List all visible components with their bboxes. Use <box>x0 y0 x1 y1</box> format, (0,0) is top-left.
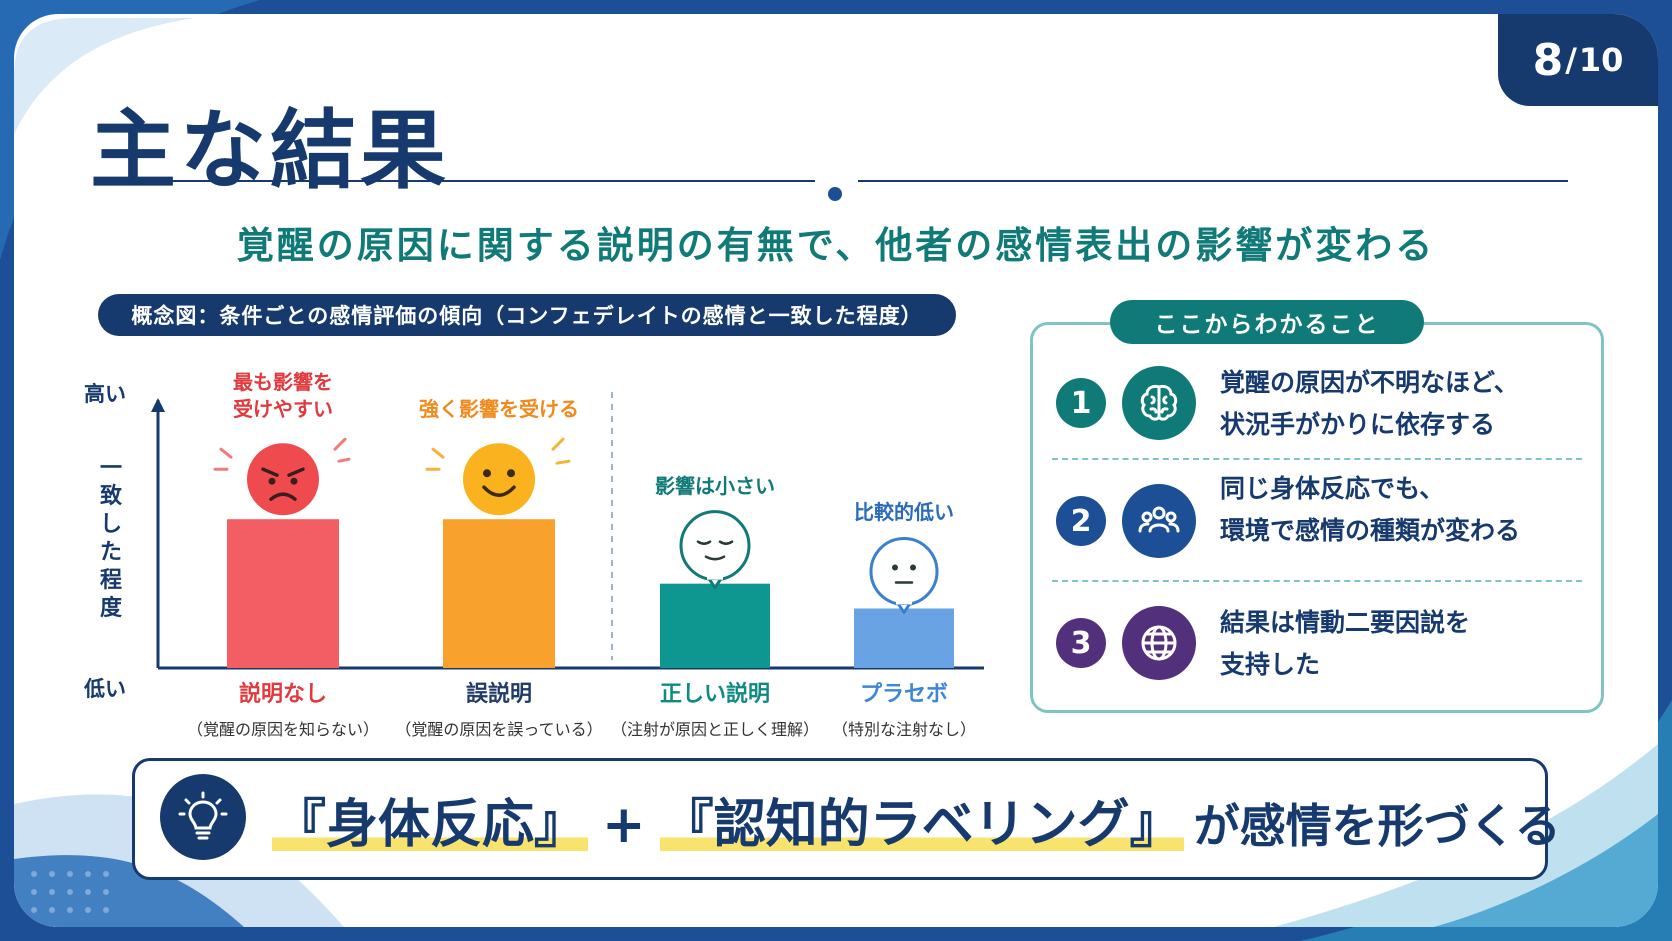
page-total: 10 <box>1578 41 1624 79</box>
finding-2-line-1: 同じ身体反応でも、 <box>1220 474 1445 503</box>
finding-1-line-1: 覚醒の原因が不明なほど、 <box>1220 368 1519 397</box>
finding-text-1: 覚醒の原因が不明なほど、 状況手がかりに依存する <box>1220 362 1519 446</box>
findings-panel-title: ここからわかること <box>1110 300 1424 344</box>
y-axis-low-label: 低い <box>84 677 126 701</box>
finding-number-2: 2 <box>1056 496 1106 546</box>
dot-pattern <box>31 871 109 913</box>
finding-divider-2 <box>1052 580 1582 582</box>
page-current: 8 <box>1532 34 1564 86</box>
key-message-part-1: 『身体反応』 <box>272 782 589 857</box>
finding-item-2: 2 同じ身体反応でも、 環境で感情の種類が変わる <box>1052 468 1592 578</box>
finding-number-1: 1 <box>1056 378 1106 428</box>
page-separator: / <box>1565 41 1577 79</box>
bar-annotation-1: 最も影響を 受けやすい <box>233 370 333 422</box>
title-rule-right <box>858 180 1568 182</box>
figure-caption: 概念図：条件ごとの感情評価の傾向（コンフェデレイトの感情と一致した程度） <box>98 294 956 336</box>
finding-2-line-2: 環境で感情の種類が変わる <box>1220 516 1521 545</box>
group-icon <box>1122 484 1196 558</box>
key-message-rest: が感情を形づくる <box>1193 799 1561 853</box>
title-rule-dot <box>828 187 842 201</box>
finding-1-line-2: 状況手がかりに依存する <box>1220 410 1496 439</box>
x-tick-note-1: （覚醒の原因を知らない） <box>186 720 379 739</box>
lightbulb-icon <box>160 774 246 860</box>
calm-face-icon <box>679 510 751 590</box>
neutral-face-icon <box>869 536 939 614</box>
title-rule-left <box>100 180 815 182</box>
key-message: 『身体反応』 + 『認知的ラベリング』 が感情を形づくる <box>272 782 1561 857</box>
bar-annotation-2: 強く影響を受ける <box>419 397 579 422</box>
finding-text-2: 同じ身体反応でも、 環境で感情の種類が変わる <box>1220 468 1520 552</box>
finding-item-1: 1 覚醒の原因が不明なほど、 状況手がかりに依存する <box>1052 350 1592 460</box>
page-indicator: 8 / 10 <box>1498 14 1658 106</box>
x-tick-main-4: プラセボ <box>859 682 948 707</box>
finding-divider-1 <box>1052 458 1582 460</box>
finding-text-3: 結果は情動二要因説を 支持した <box>1220 602 1470 686</box>
bar-4 <box>854 608 954 668</box>
x-tick-label-1: 説明なし （覚醒の原因を知らない） <box>178 676 388 740</box>
bar-3 <box>660 583 770 668</box>
y-axis-arrow <box>151 398 165 412</box>
bar-2 <box>443 519 555 668</box>
bar-annotation-4: 比較的低い <box>854 500 954 525</box>
finding-3-line-2: 支持した <box>1220 650 1321 679</box>
x-tick-note-4: （特別な注射なし） <box>831 720 976 739</box>
finding-3-line-1: 結果は情動二要因説を <box>1220 608 1471 637</box>
angry-face-icon <box>213 437 351 516</box>
globe-icon <box>1122 606 1196 680</box>
x-tick-label-4: プラセボ （特別な注射なし） <box>799 676 1009 740</box>
x-tick-label-2: 誤説明 （覚醒の原因を誤っている） <box>394 676 604 740</box>
x-tick-main-3: 正しい説明 <box>659 682 770 707</box>
brain-icon <box>1122 366 1196 440</box>
smile-face-icon <box>425 437 571 516</box>
x-tick-note-3: （注射が原因と正しく理解） <box>610 720 819 739</box>
y-axis-high-label: 高い <box>84 382 126 406</box>
y-axis-title: 一致した程度 <box>99 456 122 621</box>
x-tick-main-2: 誤説明 <box>465 682 532 707</box>
x-tick-note-2: （覚醒の原因を誤っている） <box>395 720 603 739</box>
key-message-plus: + <box>602 795 646 855</box>
bar-annotation-3: 影響は小さい <box>655 473 775 498</box>
bar-1 <box>227 519 339 668</box>
x-tick-main-1: 説明なし <box>238 682 327 707</box>
finding-item-3: 3 結果は情動二要因説を 支持した <box>1052 590 1592 700</box>
finding-number-3: 3 <box>1056 618 1106 668</box>
x-tick-label-3: 正しい説明 （注射が原因と正しく理解） <box>610 676 820 740</box>
slide-subtitle: 覚醒の原因に関する説明の有無で、他者の感情表出の影響が変わる <box>236 224 1436 267</box>
key-message-part-2: 『認知的ラベリング』 <box>659 782 1184 857</box>
slide-title: 主な結果 <box>90 101 450 201</box>
